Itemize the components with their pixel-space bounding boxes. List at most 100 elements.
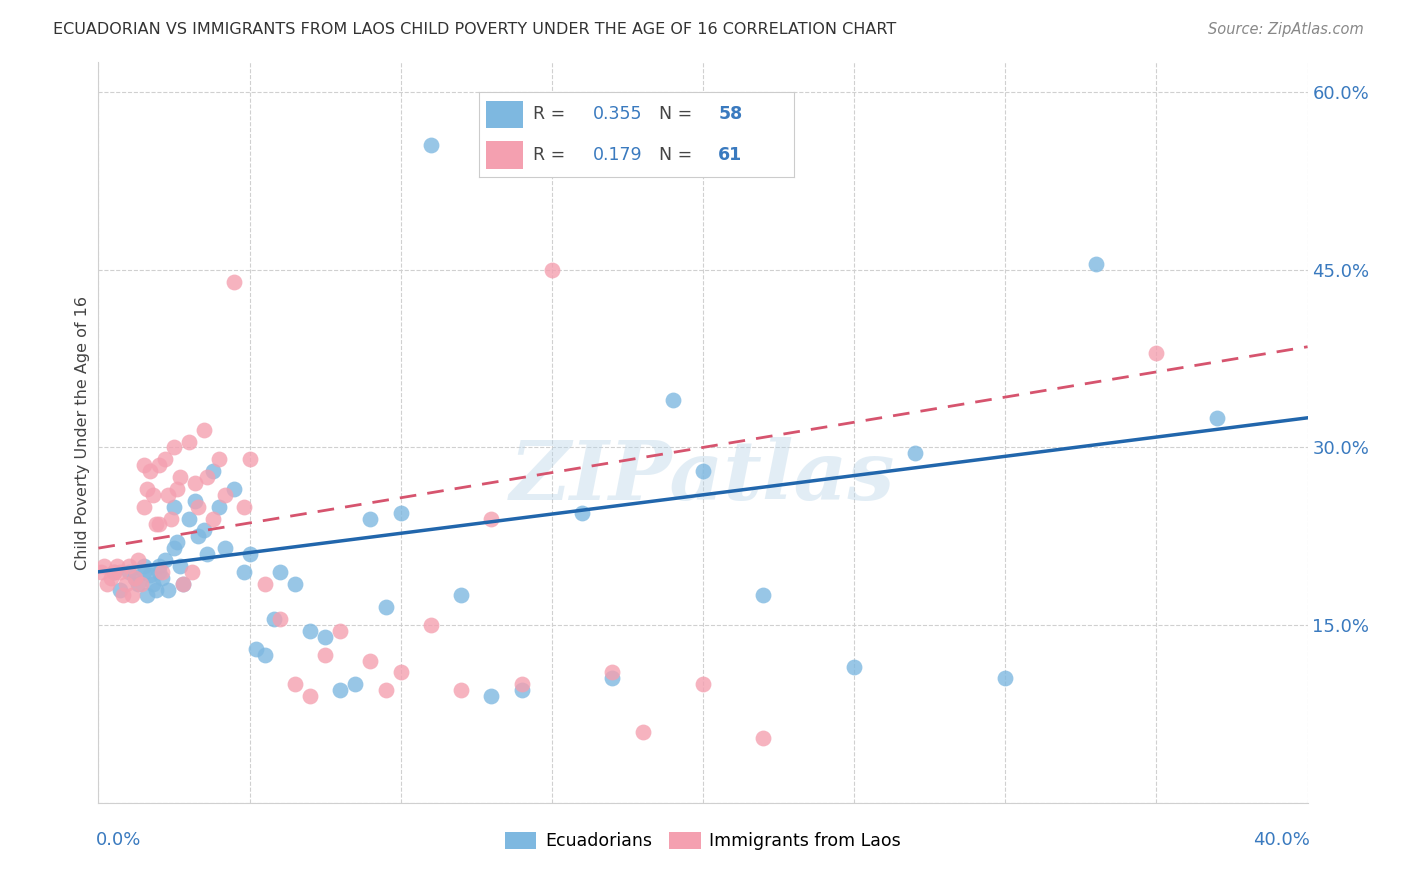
Point [239,547,262,561]
Point [224,482,246,496]
Point [118,565,141,579]
Point [148,558,170,573]
Point [602,665,624,680]
Point [124,571,146,585]
Y-axis label: Child Poverty Under the Age of 16: Child Poverty Under the Age of 16 [75,295,90,570]
Point [156,582,179,597]
Point [994,672,1017,686]
Point [132,565,155,579]
Point [142,488,165,502]
Point [169,558,191,573]
Point [139,568,162,582]
Point [193,423,215,437]
Point [187,529,209,543]
Point [148,517,170,532]
Point [127,553,149,567]
Point [105,558,128,573]
Point [389,506,412,520]
Point [111,589,134,603]
Point [269,612,291,626]
Point [108,582,131,597]
Point [163,441,186,455]
Point [193,524,215,538]
Point [132,500,155,514]
Point [253,576,276,591]
Point [103,565,125,579]
Point [420,618,443,632]
Point [299,689,322,703]
Point [232,500,254,514]
Text: Source: ZipAtlas.com: Source: ZipAtlas.com [1208,22,1364,37]
Text: 0.0%: 0.0% [96,831,141,849]
Text: 40.0%: 40.0% [1254,831,1310,849]
Point [1206,410,1229,425]
Point [156,488,179,502]
Point [172,576,194,591]
Point [179,434,201,449]
Point [195,547,218,561]
Point [602,672,624,686]
Point [114,576,136,591]
Point [127,576,149,591]
Point [540,262,562,277]
Legend: Ecuadorians, Immigrants from Laos: Ecuadorians, Immigrants from Laos [498,825,908,857]
Point [389,665,412,680]
Point [314,630,336,644]
Point [450,589,472,603]
Point [344,677,367,691]
Point [420,138,443,153]
Point [90,565,112,579]
Point [844,659,866,673]
Text: ECUADORIAN VS IMMIGRANTS FROM LAOS CHILD POVERTY UNDER THE AGE OF 16 CORRELATION: ECUADORIAN VS IMMIGRANTS FROM LAOS CHILD… [53,22,897,37]
Point [202,464,225,478]
Point [510,677,533,691]
Point [208,452,231,467]
Point [374,600,396,615]
Point [103,565,125,579]
Point [163,541,186,555]
Point [184,475,207,490]
Point [93,558,115,573]
Point [129,576,152,591]
Point [692,677,714,691]
Point [153,452,176,467]
Point [374,683,396,698]
Point [329,624,352,638]
Point [904,446,927,460]
Point [145,517,167,532]
Point [150,571,173,585]
Point [118,558,141,573]
Text: ZIPatlas: ZIPatlas [510,437,896,517]
Point [752,589,775,603]
Point [132,458,155,473]
Point [132,558,155,573]
Point [329,683,352,698]
Point [202,511,225,525]
Point [153,553,176,567]
Point [284,576,307,591]
Point [224,275,246,289]
Point [160,511,183,525]
Point [145,582,167,597]
Point [163,500,186,514]
Point [245,641,267,656]
Point [253,648,276,662]
Point [195,470,218,484]
Point [239,452,262,467]
Point [314,648,336,662]
Point [100,571,122,585]
Point [214,541,236,555]
Point [208,500,231,514]
Point [135,482,157,496]
Point [166,535,188,549]
Point [299,624,322,638]
Point [166,482,188,496]
Point [571,506,593,520]
Point [752,731,775,745]
Point [214,488,236,502]
Point [481,511,503,525]
Point [692,464,714,478]
Point [121,589,143,603]
Point [139,464,162,478]
Point [1085,257,1108,271]
